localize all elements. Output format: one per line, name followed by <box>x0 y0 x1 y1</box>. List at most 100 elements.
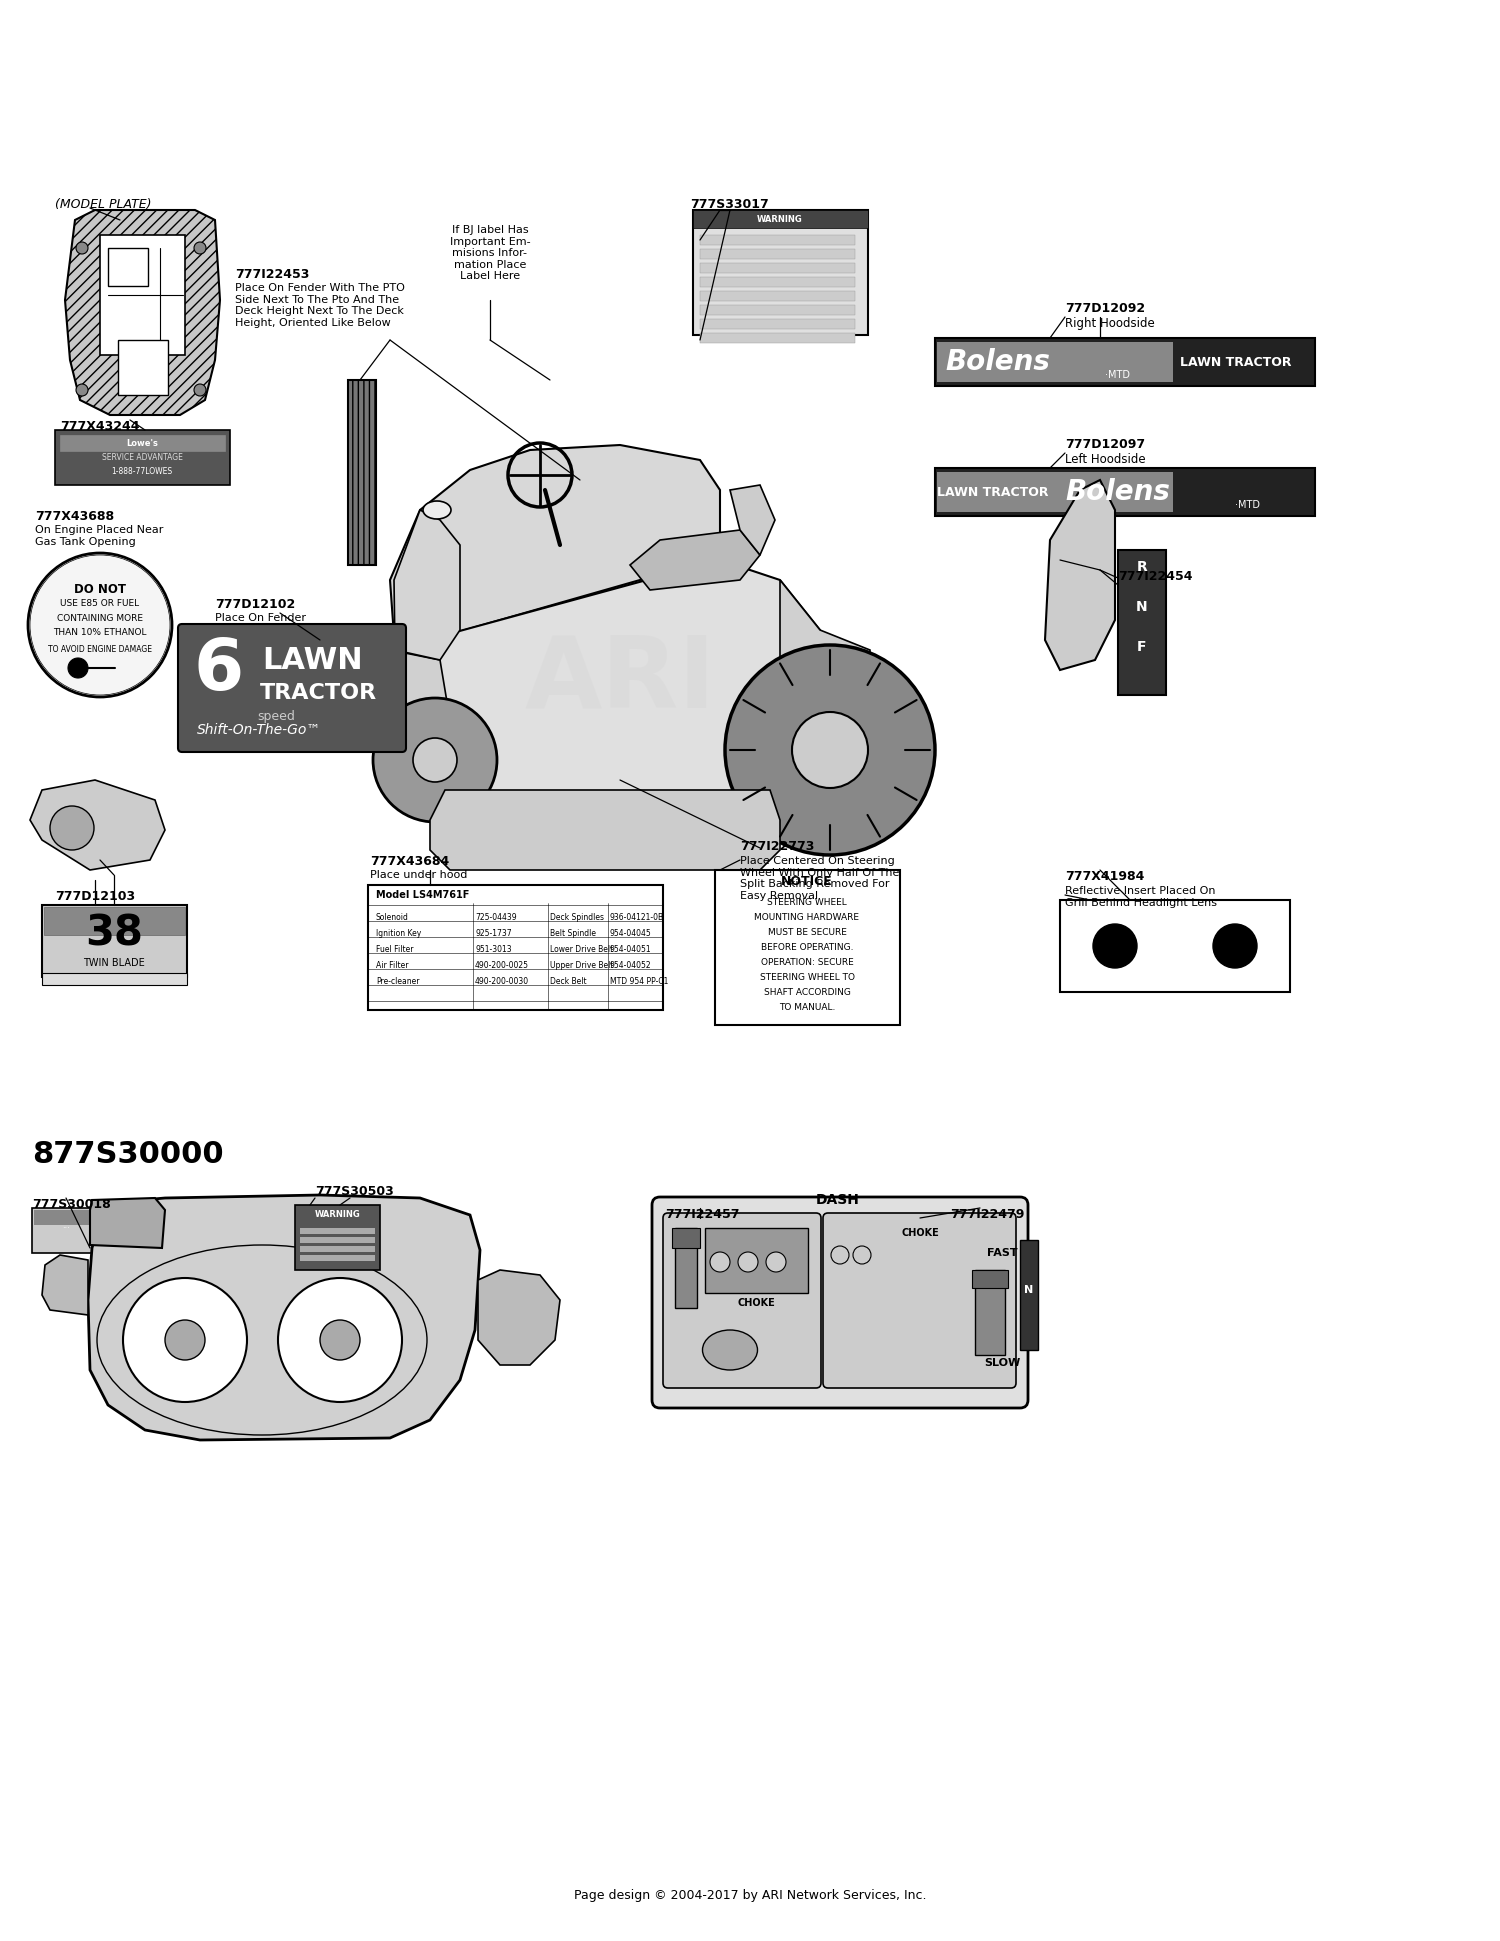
Text: 490-200-0025: 490-200-0025 <box>476 961 530 970</box>
Text: Place Centered On Steering
Wheel With Only Half Of The
Split Backing Removed For: Place Centered On Steering Wheel With On… <box>740 856 900 901</box>
Bar <box>972 1269 1008 1289</box>
Text: Right Hoodside: Right Hoodside <box>1065 316 1155 330</box>
Text: SERVICE ADVANTAGE: SERVICE ADVANTAGE <box>102 454 183 462</box>
Bar <box>700 305 855 314</box>
Text: 490-200-0030: 490-200-0030 <box>476 976 530 986</box>
Polygon shape <box>730 485 776 555</box>
Text: If BJ label Has
Important Em-
misions Infor-
mation Place
Label Here: If BJ label Has Important Em- misions In… <box>450 225 531 281</box>
Text: On Engine Placed Near
Gas Tank Opening: On Engine Placed Near Gas Tank Opening <box>34 524 164 547</box>
Text: TO MANUAL.: TO MANUAL. <box>778 1003 836 1011</box>
Circle shape <box>738 1252 758 1271</box>
Text: Lower Drive Belt: Lower Drive Belt <box>550 945 614 953</box>
Text: DO NOT: DO NOT <box>74 582 126 596</box>
Text: 725-04439: 725-04439 <box>476 912 516 922</box>
FancyBboxPatch shape <box>824 1213 1016 1388</box>
Polygon shape <box>30 780 165 870</box>
Polygon shape <box>630 530 760 590</box>
Text: 951-3013: 951-3013 <box>476 945 512 953</box>
Text: TRACTOR: TRACTOR <box>260 683 376 703</box>
Text: Page design © 2004-2017 by ARI Network Services, Inc.: Page design © 2004-2017 by ARI Network S… <box>573 1889 926 1902</box>
Bar <box>60 435 225 450</box>
Polygon shape <box>88 1196 480 1440</box>
Text: 777I22479: 777I22479 <box>950 1207 1024 1221</box>
Polygon shape <box>430 790 780 870</box>
Text: Place On Fender: Place On Fender <box>214 613 306 623</box>
Text: 925-1737: 925-1737 <box>476 930 512 938</box>
Text: Air Filter: Air Filter <box>376 961 408 970</box>
Circle shape <box>76 384 88 396</box>
Text: Upper Drive Belt: Upper Drive Belt <box>550 961 614 970</box>
Bar <box>300 1256 375 1262</box>
Polygon shape <box>390 444 720 650</box>
Text: Lowe's: Lowe's <box>126 439 158 448</box>
Bar <box>348 380 376 565</box>
Text: 777I22457: 777I22457 <box>664 1207 740 1221</box>
Text: THAN 10% ETHANOL: THAN 10% ETHANOL <box>54 629 147 637</box>
Circle shape <box>50 806 94 850</box>
Text: USE E85 OR FUEL: USE E85 OR FUEL <box>60 600 140 608</box>
Text: SHAFT ACCORDING: SHAFT ACCORDING <box>764 988 850 998</box>
Text: ·MTD: ·MTD <box>1106 371 1130 380</box>
Circle shape <box>710 1252 730 1271</box>
Bar <box>42 905 188 976</box>
Text: N: N <box>1024 1285 1033 1295</box>
Text: 777X43684: 777X43684 <box>370 854 450 868</box>
Text: 954-04045: 954-04045 <box>610 930 651 938</box>
Text: Place On Fender With The PTO
Side Next To The Pto And The
Deck Height Next To Th: Place On Fender With The PTO Side Next T… <box>236 283 405 328</box>
Text: 777I22454: 777I22454 <box>1118 571 1192 582</box>
Polygon shape <box>90 1198 165 1248</box>
Text: 777S30018: 777S30018 <box>32 1198 111 1211</box>
Bar <box>118 340 168 396</box>
Text: Shift-On-The-Go™: Shift-On-The-Go™ <box>196 722 321 738</box>
Polygon shape <box>390 561 820 819</box>
Circle shape <box>28 553 172 697</box>
Polygon shape <box>394 510 460 660</box>
Text: BEFORE OPERATING.: BEFORE OPERATING. <box>760 943 853 951</box>
Bar <box>693 210 868 227</box>
Text: Belt Spindle: Belt Spindle <box>550 930 596 938</box>
Text: Solenoid: Solenoid <box>376 912 410 922</box>
Text: 777D12097: 777D12097 <box>1065 439 1144 450</box>
Text: WARNING: WARNING <box>758 215 802 223</box>
Bar <box>700 291 855 301</box>
Circle shape <box>724 644 934 854</box>
Text: STEERING WHEEL TO: STEERING WHEEL TO <box>759 972 855 982</box>
Text: Deck Belt: Deck Belt <box>550 976 586 986</box>
Circle shape <box>413 738 458 782</box>
Bar <box>296 1205 380 1269</box>
Circle shape <box>374 699 496 821</box>
Circle shape <box>320 1320 360 1361</box>
Text: N: N <box>1136 600 1148 613</box>
Circle shape <box>123 1277 248 1401</box>
Text: SLOW: SLOW <box>984 1359 1020 1368</box>
Text: 777X41984: 777X41984 <box>1065 870 1144 883</box>
Bar <box>1118 549 1166 695</box>
Ellipse shape <box>702 1330 758 1370</box>
Circle shape <box>278 1277 402 1401</box>
Bar <box>100 235 184 355</box>
Polygon shape <box>64 210 220 415</box>
Bar <box>700 235 855 245</box>
Bar <box>675 1229 698 1308</box>
Bar <box>300 1236 375 1242</box>
Text: Ignition Key: Ignition Key <box>376 930 422 938</box>
Circle shape <box>792 712 868 788</box>
Text: Model LS4M761F: Model LS4M761F <box>376 891 470 901</box>
Circle shape <box>194 384 206 396</box>
Polygon shape <box>390 650 450 761</box>
FancyBboxPatch shape <box>178 623 406 751</box>
Text: 777X43244: 777X43244 <box>60 419 140 433</box>
Text: ARI: ARI <box>525 631 716 728</box>
Circle shape <box>853 1246 871 1264</box>
Bar <box>56 431 230 485</box>
Bar <box>700 318 855 330</box>
Polygon shape <box>478 1269 560 1365</box>
Text: TWIN BLADE: TWIN BLADE <box>82 959 146 969</box>
Bar <box>42 972 188 984</box>
Ellipse shape <box>423 501 451 518</box>
Text: CHOKE: CHOKE <box>736 1299 776 1308</box>
Text: 777D12102: 777D12102 <box>214 598 296 611</box>
Text: 777S30503: 777S30503 <box>315 1186 393 1198</box>
Text: MUST BE SECURE: MUST BE SECURE <box>768 928 846 938</box>
Polygon shape <box>42 1256 88 1314</box>
